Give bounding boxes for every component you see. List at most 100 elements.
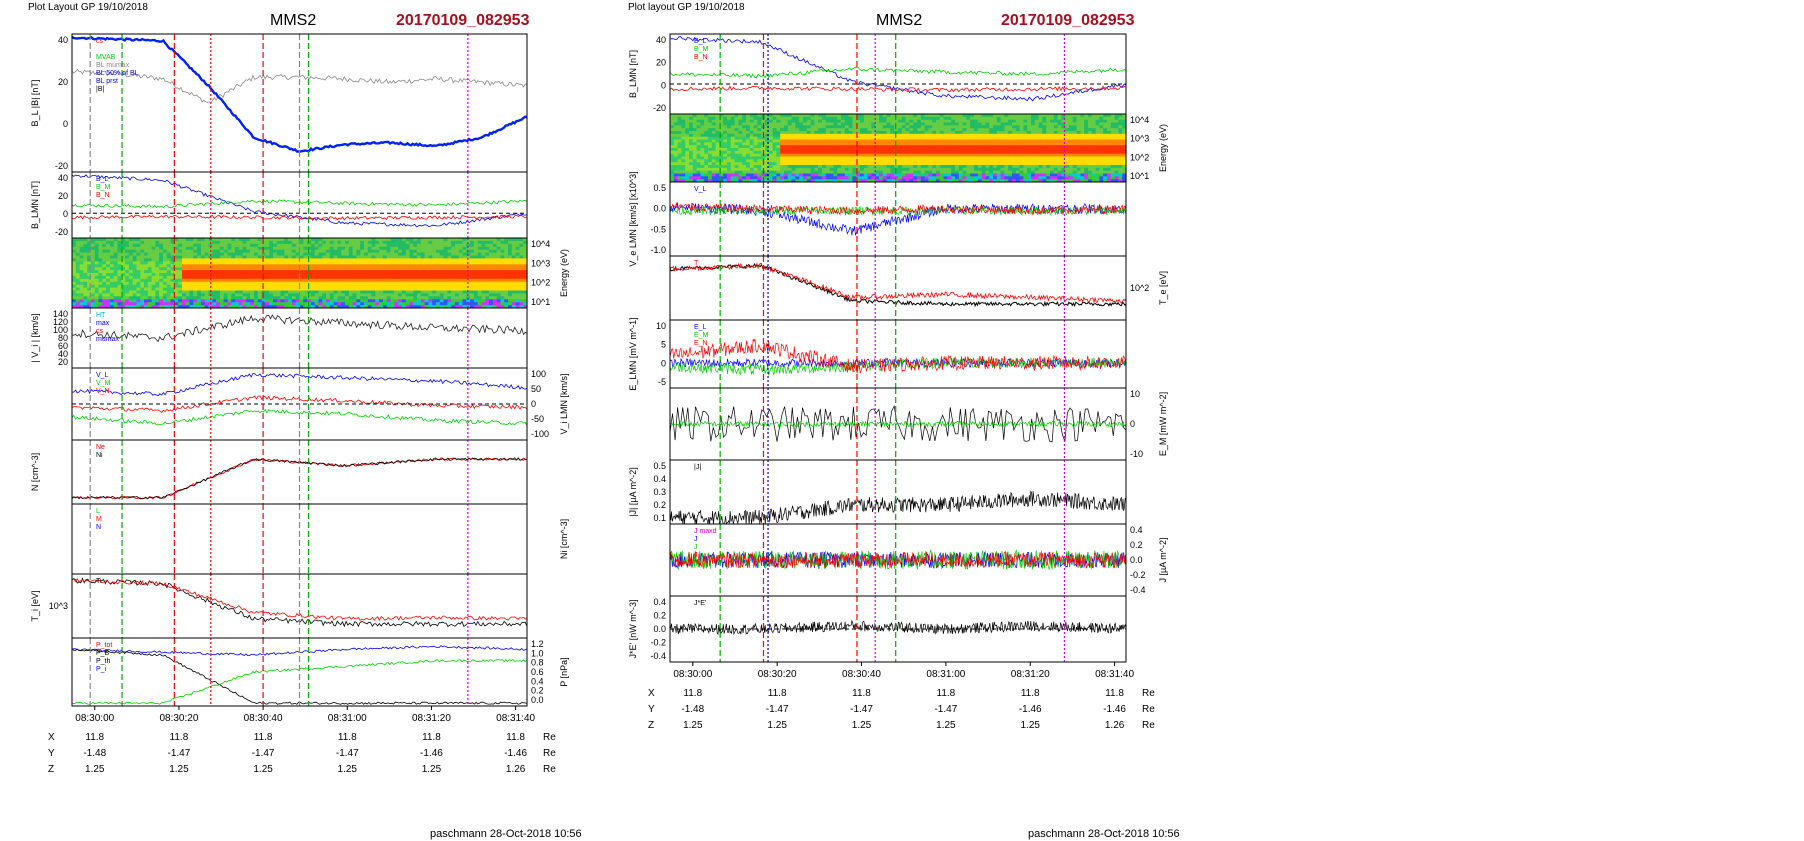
spectrogram-cell [818,116,823,121]
spectrogram-cell [470,270,475,274]
spectrogram-cell [102,246,107,251]
spectrogram-cell [219,252,225,257]
spectrogram-cell [715,139,720,143]
spectrogram-cell [106,261,111,265]
spectrogram-cell [284,278,289,283]
spectrogram-cell [700,133,705,138]
spectrogram-cell [504,240,509,245]
spectrogram-cell [417,246,422,251]
legend-entry: BL 50% of BL [96,70,139,77]
spectrogram-cell [943,133,948,138]
spectrogram-cell [254,278,259,283]
spectrogram-cell [696,125,701,129]
spectrogram-cell [261,305,266,309]
spectrogram-cell [825,145,831,149]
spectrogram-cell [727,122,732,126]
spectrogram-cell [360,299,365,303]
spectrogram-cell [212,240,217,245]
spectrogram-cell [360,275,365,280]
spectrogram-cell [943,170,948,175]
spectrogram-cell [170,296,175,300]
spectrogram-cell [455,255,460,259]
spectrogram-cell [730,148,736,152]
spectrogram-cell [833,156,838,160]
spectrogram-cell [364,240,369,245]
spectrogram-cell [837,133,842,138]
spectrogram-cell [432,273,437,277]
spectrogram-cell [307,281,312,286]
spectrogram-cell [787,116,793,121]
spectrogram-cell [749,136,755,141]
spectrogram-cell [753,176,758,180]
spectrogram-cell [886,167,891,172]
spectrogram-cell [898,128,903,132]
spectrogram-cell [462,296,467,300]
spectrogram-cell [451,278,456,283]
spectrogram-cell [413,278,418,283]
spectrogram-cell [128,252,134,257]
spectrogram-cell [500,240,505,245]
spectrogram-cell [719,114,724,118]
spectrogram-cell [178,264,183,268]
spectrogram-cell [299,305,304,309]
spectrogram-cell [511,261,517,265]
spectrogram-cell [288,293,293,297]
spectrogram-cell [803,165,808,169]
spectrogram-cell [719,128,724,132]
spectrogram-cell [87,267,92,271]
spectrogram-cell [212,284,217,289]
spectrogram-cell [219,249,225,254]
spectrogram-cell [753,114,758,118]
spectrogram-cell [291,275,297,280]
spectrogram-cell [420,249,426,254]
event-id: 20170109_082953 [396,12,530,29]
spectrogram-cell [348,284,354,289]
spectrogram-cell [504,281,509,286]
spectrogram-cell [860,153,865,158]
spectrogram-cell [746,176,751,180]
spectrogram-cell [958,145,964,149]
spectrogram-cell [185,299,191,303]
spectrogram-cell [261,290,266,294]
spectrogram-cell [295,273,301,277]
spectrogram-cell [424,249,429,254]
spectrogram-cell [939,162,945,166]
spectrogram-cell [276,296,282,300]
spectrogram-cell [443,255,448,259]
spectrogram-cell [250,243,255,248]
y-tick-label: 0 [661,80,666,90]
spectrogram-cell [390,264,395,268]
spectrogram-cell [72,267,77,271]
y-axis-label: N [cm^-3] [30,453,40,491]
spectrogram-cell [704,153,709,158]
spectrogram-cell [856,125,861,129]
spectrogram-cell [825,125,831,129]
spectrogram-cell [352,238,357,242]
spectrogram-cell [291,261,297,265]
spectrogram-cell [898,148,903,152]
spectrogram-cell [428,302,433,306]
spectrogram-cell [481,270,486,274]
spectrogram-cell [924,119,929,124]
spectrogram-cell [447,240,452,245]
spectrogram-cell [814,159,819,163]
spectrogram-cell [856,167,861,172]
spectrogram-cell [670,136,675,141]
spectrogram-cell [901,167,907,172]
spectrogram-cell [197,305,202,309]
spectrogram-cell [787,133,793,138]
spectrogram-cell [856,131,861,135]
spectrogram-cell [200,296,206,300]
spectrogram-cell [746,139,751,143]
spectrogram-cell [367,293,373,297]
spectrogram-cell [337,281,342,286]
layout-label: Plot layout GP 19/10/2018 [628,2,745,13]
spectrogram-cell [102,240,107,245]
spectrogram-cell [163,290,168,294]
spectrogram-cell [825,119,831,124]
spectrogram-cell [924,122,929,126]
spectrogram-cell [715,145,720,149]
spectrogram-cell [673,131,679,135]
spectrogram-cell [151,255,156,259]
spectrogram-cell [803,145,808,149]
